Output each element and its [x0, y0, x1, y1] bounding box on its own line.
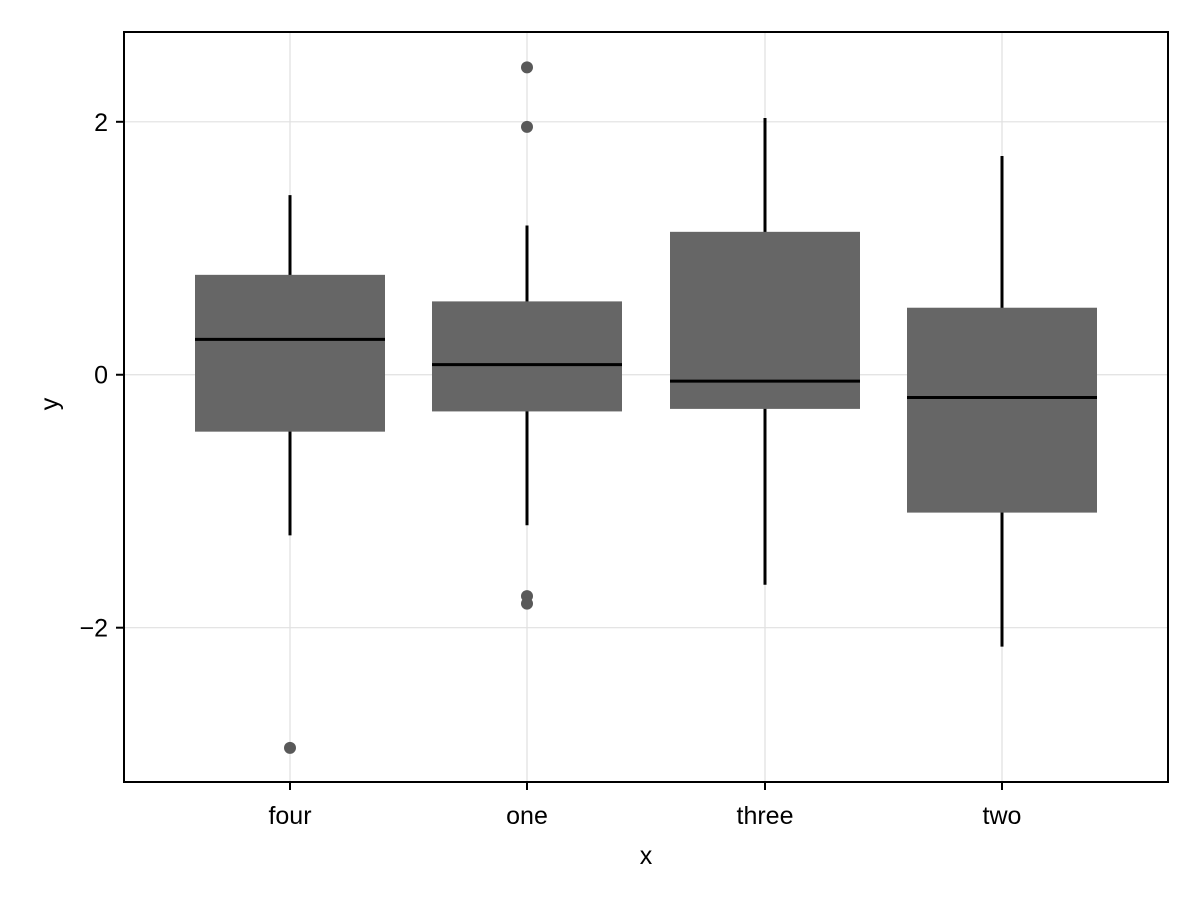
- box-two: [907, 307, 1097, 513]
- x-tick-label-one: one: [506, 802, 548, 830]
- x-tick-label-three: three: [737, 802, 794, 830]
- outlier-point-one-1: [521, 120, 533, 133]
- y-axis-label: y: [36, 397, 64, 410]
- y-tick-label-2: 2: [94, 109, 108, 137]
- x-axis-label: x: [640, 842, 653, 870]
- box-series: [195, 61, 1097, 754]
- box-four: [195, 274, 385, 432]
- box-group-four: [195, 195, 385, 754]
- box-group-three: [670, 118, 860, 585]
- box-one: [432, 301, 622, 412]
- plot-frame: [123, 31, 1169, 783]
- axis-ticks: −2 0 2 four one three two: [79, 109, 1021, 830]
- outlier-point-one-3: [521, 597, 533, 610]
- y-tick-label--2: −2: [79, 615, 108, 643]
- box-three: [670, 231, 860, 409]
- outlier-point-one-0: [521, 61, 533, 74]
- y-tick-label-0: 0: [94, 362, 108, 390]
- x-tick-label-two: two: [983, 802, 1022, 830]
- outlier-point-four-0: [284, 741, 296, 754]
- box-group-two: [907, 155, 1097, 647]
- box-group-one: [432, 61, 622, 610]
- x-tick-label-four: four: [268, 802, 311, 830]
